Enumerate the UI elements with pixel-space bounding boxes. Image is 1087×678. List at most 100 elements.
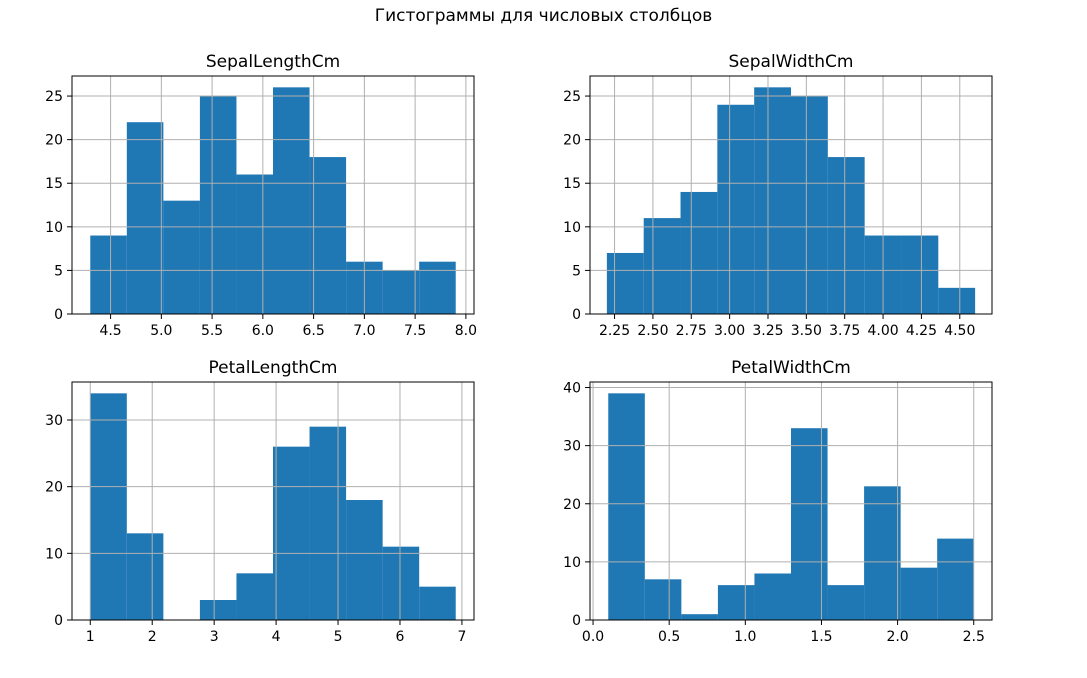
x-tick-label: 2 [148,629,157,645]
histogram-bar [346,500,383,620]
histogram-bar [644,579,682,620]
histogram-bar [309,157,347,314]
x-tick-label: 6.0 [252,323,274,339]
x-tick-label: 6 [396,629,405,645]
histogram-bar [900,567,938,620]
histogram-bar [827,157,865,314]
histogram-bar [791,96,828,314]
histogram-bar [754,573,791,620]
axes-frame [71,75,475,315]
x-tick-label: 2.25 [599,323,630,339]
histogram-bar [680,191,718,314]
histogram-bar [608,393,645,620]
histogram-bar [273,446,310,620]
histogram-bar [717,104,755,314]
histogram-sepal-width: SepalWidthCm 2.25 2.50 2.75 3.00 3.25 3.50 3.75… [563,52,993,339]
y-tick-label: 0 [572,307,581,323]
y-tick-label: 20 [45,480,63,496]
y-tick-label: 20 [45,133,63,149]
histogram-bar [791,428,828,620]
x-tick-label: 0.5 [658,629,680,645]
histogram-bar [90,393,127,620]
histogram-bar [937,538,974,620]
x-tick-label: 4.25 [906,323,937,339]
x-tick-label: 7.5 [404,323,426,339]
y-tick-label: 30 [563,439,581,455]
subplot-title: PetalLengthCm [209,358,338,378]
histogram-bar [236,174,273,314]
x-tick-label: 2.50 [637,323,668,339]
axes-frame [589,381,993,621]
histogram-bar [681,614,718,620]
y-tick-label: 20 [563,497,581,513]
y-tick-label: 10 [563,220,581,236]
y-tick-label: 25 [45,89,63,105]
histogram-bar [938,287,976,314]
x-tick-label: 7 [457,629,466,645]
y-tick-label: 0 [54,307,63,323]
x-tick-label: 3.75 [829,323,860,339]
x-tick-label: 4.5 [99,323,121,339]
axes-frame [71,381,475,621]
y-tick-label: 0 [572,613,581,629]
histogram-bar [606,252,644,314]
x-tick-label: 7.0 [353,323,375,339]
figure-title: Гистограммы для числовых столбцов [374,6,713,26]
x-tick-label: 0.0 [582,629,604,645]
y-tick-label: 20 [563,133,581,149]
histogram-bar [199,600,237,620]
y-tick-label: 5 [54,263,63,279]
x-tick-label: 2.5 [963,629,985,645]
y-tick-label: 10 [45,546,63,562]
x-tick-label: 2.75 [676,323,707,339]
histogram-bar [419,261,456,314]
histogram-bar [754,87,791,314]
y-tick-label: 0 [54,613,63,629]
subplot-title: PetalWidthCm [731,358,851,378]
x-tick-label: 5 [334,629,343,645]
x-tick-label: 4.50 [944,323,975,339]
histogram-bar [382,546,420,620]
x-tick-label: 4 [272,629,281,645]
histogram-sepal-length: SepalLengthCm 4.5 5.0 5.5 6.0 6.5 7.0 7.5 8.0 0 5 1… [45,52,477,339]
x-tick-label: 3 [210,629,219,645]
y-tick-label: 10 [45,220,63,236]
histogram-bar [717,585,755,620]
y-tick-label: 15 [563,176,581,192]
y-tick-label: 5 [572,263,581,279]
histogram-bar [90,235,127,314]
histogram-bar [163,200,200,314]
y-tick-label: 40 [563,381,581,397]
x-tick-label: 1.5 [810,629,832,645]
histogram-bar [864,486,901,620]
histogram-bar [901,235,939,314]
subplot-title: SepalLengthCm [206,52,340,72]
histogram-bar [419,586,456,620]
x-tick-label: 4.00 [867,323,898,339]
histogram-bar [309,426,347,620]
histogram-bar [273,87,310,314]
x-tick-label: 8.0 [455,323,477,339]
histogram-bar [236,573,273,620]
x-tick-label: 2.0 [886,629,908,645]
histogram-bar [827,585,865,620]
x-tick-label: 5.5 [201,323,223,339]
y-tick-label: 15 [45,176,63,192]
x-tick-label: 6.5 [302,323,324,339]
x-tick-label: 3.25 [752,323,783,339]
histogram-bar [199,96,237,314]
subplot-title: SepalWidthCm [728,52,853,72]
histogram-bar [126,122,164,314]
x-tick-label: 3.00 [714,323,745,339]
histogram-bar [643,218,681,314]
histogram-petal-width: PetalWidthCm 0.0 0.5 1.0 1.5 2.0 2.5 0 10 20 30 40 [563,358,993,645]
y-tick-label: 30 [45,413,63,429]
axes-frame [589,75,993,315]
histogram-bar [126,533,164,620]
y-tick-label: 25 [563,89,581,105]
histogram-petal-length: PetalLengthCm 1 2 3 4 5 6 7 0 10 20 30 [45,358,475,645]
y-tick-label: 10 [563,555,581,571]
x-tick-label: 3.50 [791,323,822,339]
x-tick-label: 1 [86,629,95,645]
